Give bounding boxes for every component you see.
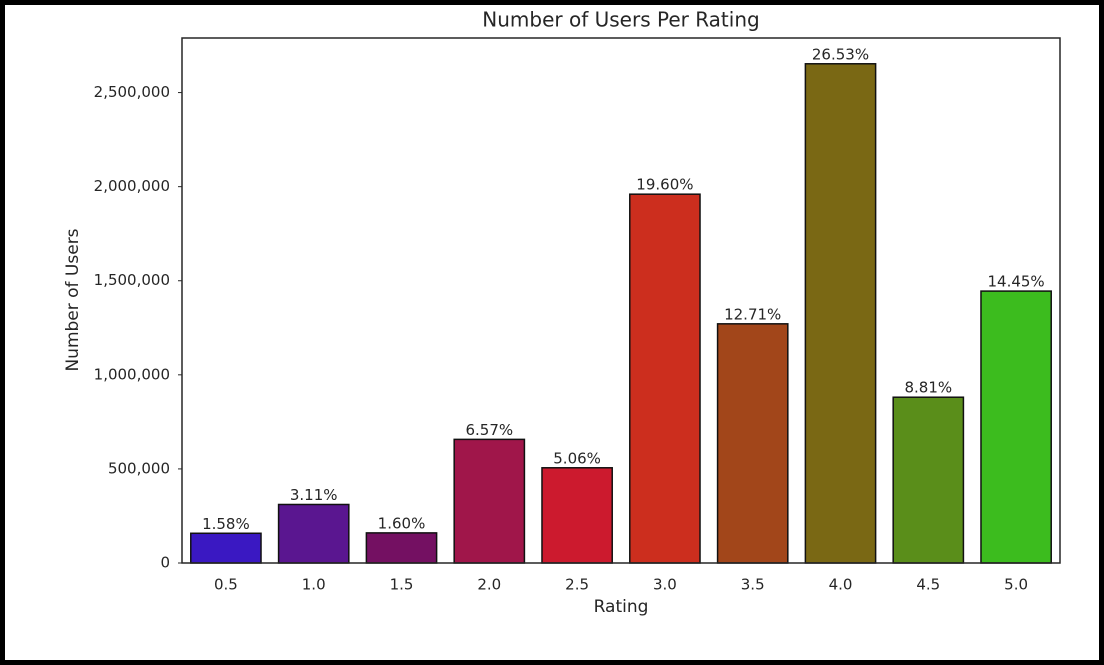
- value-label: 14.45%: [987, 273, 1044, 291]
- value-label: 12.71%: [724, 305, 781, 323]
- bar: [980, 290, 1052, 564]
- x-tick-label: 5.0: [1004, 576, 1028, 594]
- x-tick-label: 0.5: [214, 576, 238, 594]
- value-label: 8.81%: [904, 379, 952, 397]
- bar: [453, 438, 526, 564]
- x-tick-label: 4.5: [916, 576, 940, 594]
- value-label: 26.53%: [812, 45, 869, 63]
- x-tick-label: 3.5: [741, 576, 765, 594]
- y-tick-label: 2,500,000: [94, 83, 170, 101]
- bar: [629, 193, 701, 564]
- x-tick-label: 4.0: [829, 576, 853, 594]
- y-tick-label: 0: [160, 554, 170, 572]
- x-axis-label: Rating: [594, 597, 649, 617]
- value-label: 6.57%: [465, 421, 513, 439]
- value-label: 5.06%: [553, 449, 601, 467]
- bar: [277, 503, 350, 564]
- y-tick-label: 1,000,000: [94, 365, 170, 383]
- bar: [892, 396, 965, 564]
- y-axis-label: Number of Users: [63, 228, 83, 371]
- bar: [365, 532, 438, 564]
- value-label: 1.60%: [378, 514, 426, 532]
- bar: [716, 323, 789, 564]
- y-tick-label: 2,000,000: [94, 177, 170, 195]
- bar: [804, 63, 877, 564]
- value-label: 3.11%: [290, 486, 338, 504]
- x-tick-label: 3.0: [653, 576, 677, 594]
- y-tick-label: 500,000: [108, 459, 170, 477]
- x-tick-label: 1.5: [390, 576, 414, 594]
- plot-frame: [181, 37, 1061, 564]
- x-tick-label: 2.5: [565, 576, 589, 594]
- bar: [541, 467, 613, 564]
- value-label: 1.58%: [202, 515, 250, 533]
- bar: [190, 532, 262, 564]
- chart-title: Number of Users Per Rating: [482, 8, 759, 32]
- y-tick-label: 1,500,000: [94, 271, 170, 289]
- value-label: 19.60%: [636, 176, 693, 194]
- x-tick-label: 2.0: [477, 576, 501, 594]
- x-tick-label: 1.0: [302, 576, 326, 594]
